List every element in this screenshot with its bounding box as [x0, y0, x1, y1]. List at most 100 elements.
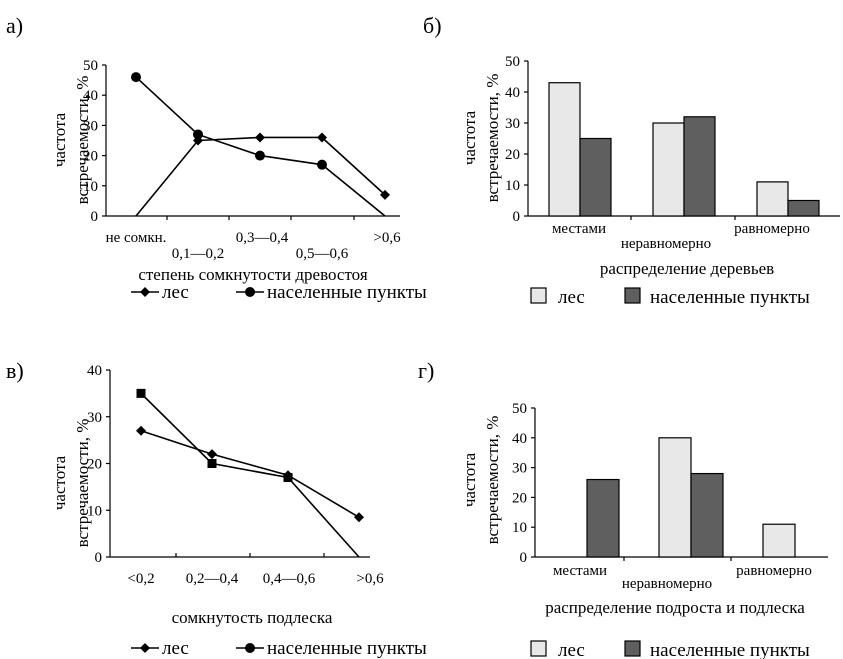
panel-letter: г) [418, 358, 434, 383]
y-tick-label: 10 [505, 178, 520, 194]
bar [586, 478, 620, 558]
data-point [255, 150, 265, 161]
x-tick-label: равномерно [736, 563, 812, 579]
chart-panel-1: а) 0 10 20 30 40 50 частота встречаемости, % не с… [6, 13, 427, 303]
bar [652, 122, 685, 217]
x-tick-label: местами [552, 221, 606, 237]
legend-label: населенные пункты [650, 287, 810, 308]
legend-label: лес [162, 638, 189, 659]
panel-letter: а) [6, 13, 23, 38]
chart-panel-3: в) 0 10 20 30 40 частота встречаемости, % <0,2 0,… [6, 358, 427, 659]
x-tick-label: неравномерно [621, 236, 711, 252]
y-tick-label: 0 [91, 209, 99, 225]
y-tick-label: 50 [505, 54, 520, 70]
series-line-1 [135, 136, 386, 217]
x-tick-label: 0,2—0,4 [186, 571, 239, 587]
x-tick-label: местами [553, 563, 607, 579]
y-axis-label: частота [50, 112, 69, 167]
y-tick-label: 10 [87, 503, 102, 519]
y-tick-label: 40 [512, 431, 527, 447]
x-tick-label: <0,2 [127, 571, 154, 587]
legend-label: населенные пункты [267, 282, 427, 303]
data-point [255, 132, 265, 143]
legend-marker [245, 287, 255, 297]
x-axis-label: распределение подроста и подлеска [545, 598, 805, 617]
x-tick-label: не сомкн. [106, 230, 167, 246]
series-line-2 [135, 76, 386, 217]
legend-label: населенные пункты [650, 640, 810, 659]
bar [658, 437, 692, 558]
legend-marker [140, 643, 150, 653]
bar [690, 472, 724, 558]
legend-swatch [624, 640, 641, 657]
data-point [317, 132, 327, 143]
legend-marker [140, 287, 150, 297]
y-tick-label: 10 [83, 179, 98, 195]
bar [756, 181, 789, 217]
x-tick-label: неравномерно [622, 576, 712, 592]
data-point [283, 473, 293, 483]
y-axis-label: частота [50, 455, 69, 510]
x-tick-label: >0,6 [356, 571, 384, 587]
data-point [193, 129, 203, 140]
series-line-2 [140, 392, 360, 558]
x-tick-label: 0,3—0,4 [236, 230, 289, 246]
y-axis-label: встречаемости, % [483, 416, 502, 545]
data-point [131, 72, 141, 83]
data-point [207, 459, 217, 468]
panel-letter: в) [6, 358, 24, 383]
bar [579, 137, 612, 217]
chart-panel-4: г) 0 10 20 30 40 50 частота встречаемости, % мест… [418, 358, 828, 659]
x-tick-label: 0,4—0,6 [263, 571, 316, 587]
y-tick-label: 20 [83, 149, 98, 165]
y-tick-label: 30 [512, 461, 527, 477]
legend-swatch [530, 287, 547, 304]
y-axis-label: встречаемости, % [483, 74, 502, 203]
y-tick-label: 20 [505, 147, 520, 163]
chart-panel-2: б) 0 10 20 30 40 50 частота встречаемости, % мест… [423, 13, 840, 308]
y-tick-label: 0 [520, 550, 528, 566]
y-axis-label: встречаемости, % [73, 76, 92, 205]
bar [762, 523, 796, 558]
y-tick-label: 0 [95, 550, 103, 566]
legend-label: лес [162, 282, 189, 303]
y-tick-label: 30 [87, 410, 102, 426]
data-point [354, 512, 364, 523]
series-line-1 [140, 430, 360, 518]
x-tick-label: >0,6 [373, 230, 401, 246]
legend-label: лес [558, 287, 585, 308]
legend-swatch [530, 640, 547, 657]
y-axis-label: частота [460, 110, 479, 165]
data-point [136, 425, 146, 436]
y-tick-label: 30 [83, 118, 98, 134]
data-point [380, 189, 390, 200]
x-axis-label: степень сомкнутости древостоя [138, 265, 368, 284]
x-axis-label: сомкнутость подлеска [172, 608, 333, 627]
data-point [207, 449, 217, 460]
y-tick-label: 50 [83, 58, 98, 74]
y-tick-label: 40 [87, 363, 102, 379]
panel-letter: б) [423, 13, 442, 38]
x-tick-label: равномерно [734, 221, 810, 237]
x-tick-label: 0,1—0,2 [172, 246, 225, 262]
y-tick-label: 0 [513, 209, 521, 225]
x-tick-label: 0,5—0,6 [296, 246, 349, 262]
y-tick-label: 30 [505, 116, 520, 132]
legend-marker [245, 643, 255, 653]
y-tick-label: 20 [87, 457, 102, 473]
legend-swatch [624, 287, 641, 304]
y-axis-label: частота [460, 452, 479, 507]
legend-label: населенные пункты [267, 638, 427, 659]
y-tick-label: 10 [512, 520, 527, 536]
bar [683, 116, 716, 217]
data-point [317, 159, 327, 170]
bar [787, 199, 820, 217]
y-tick-label: 40 [505, 85, 520, 101]
y-tick-label: 20 [512, 490, 527, 506]
bar [548, 82, 581, 217]
data-point [136, 388, 146, 398]
y-tick-label: 40 [83, 88, 98, 104]
legend-label: лес [558, 640, 585, 659]
x-axis-label: распределение деревьев [600, 259, 774, 278]
y-tick-label: 50 [512, 401, 527, 417]
